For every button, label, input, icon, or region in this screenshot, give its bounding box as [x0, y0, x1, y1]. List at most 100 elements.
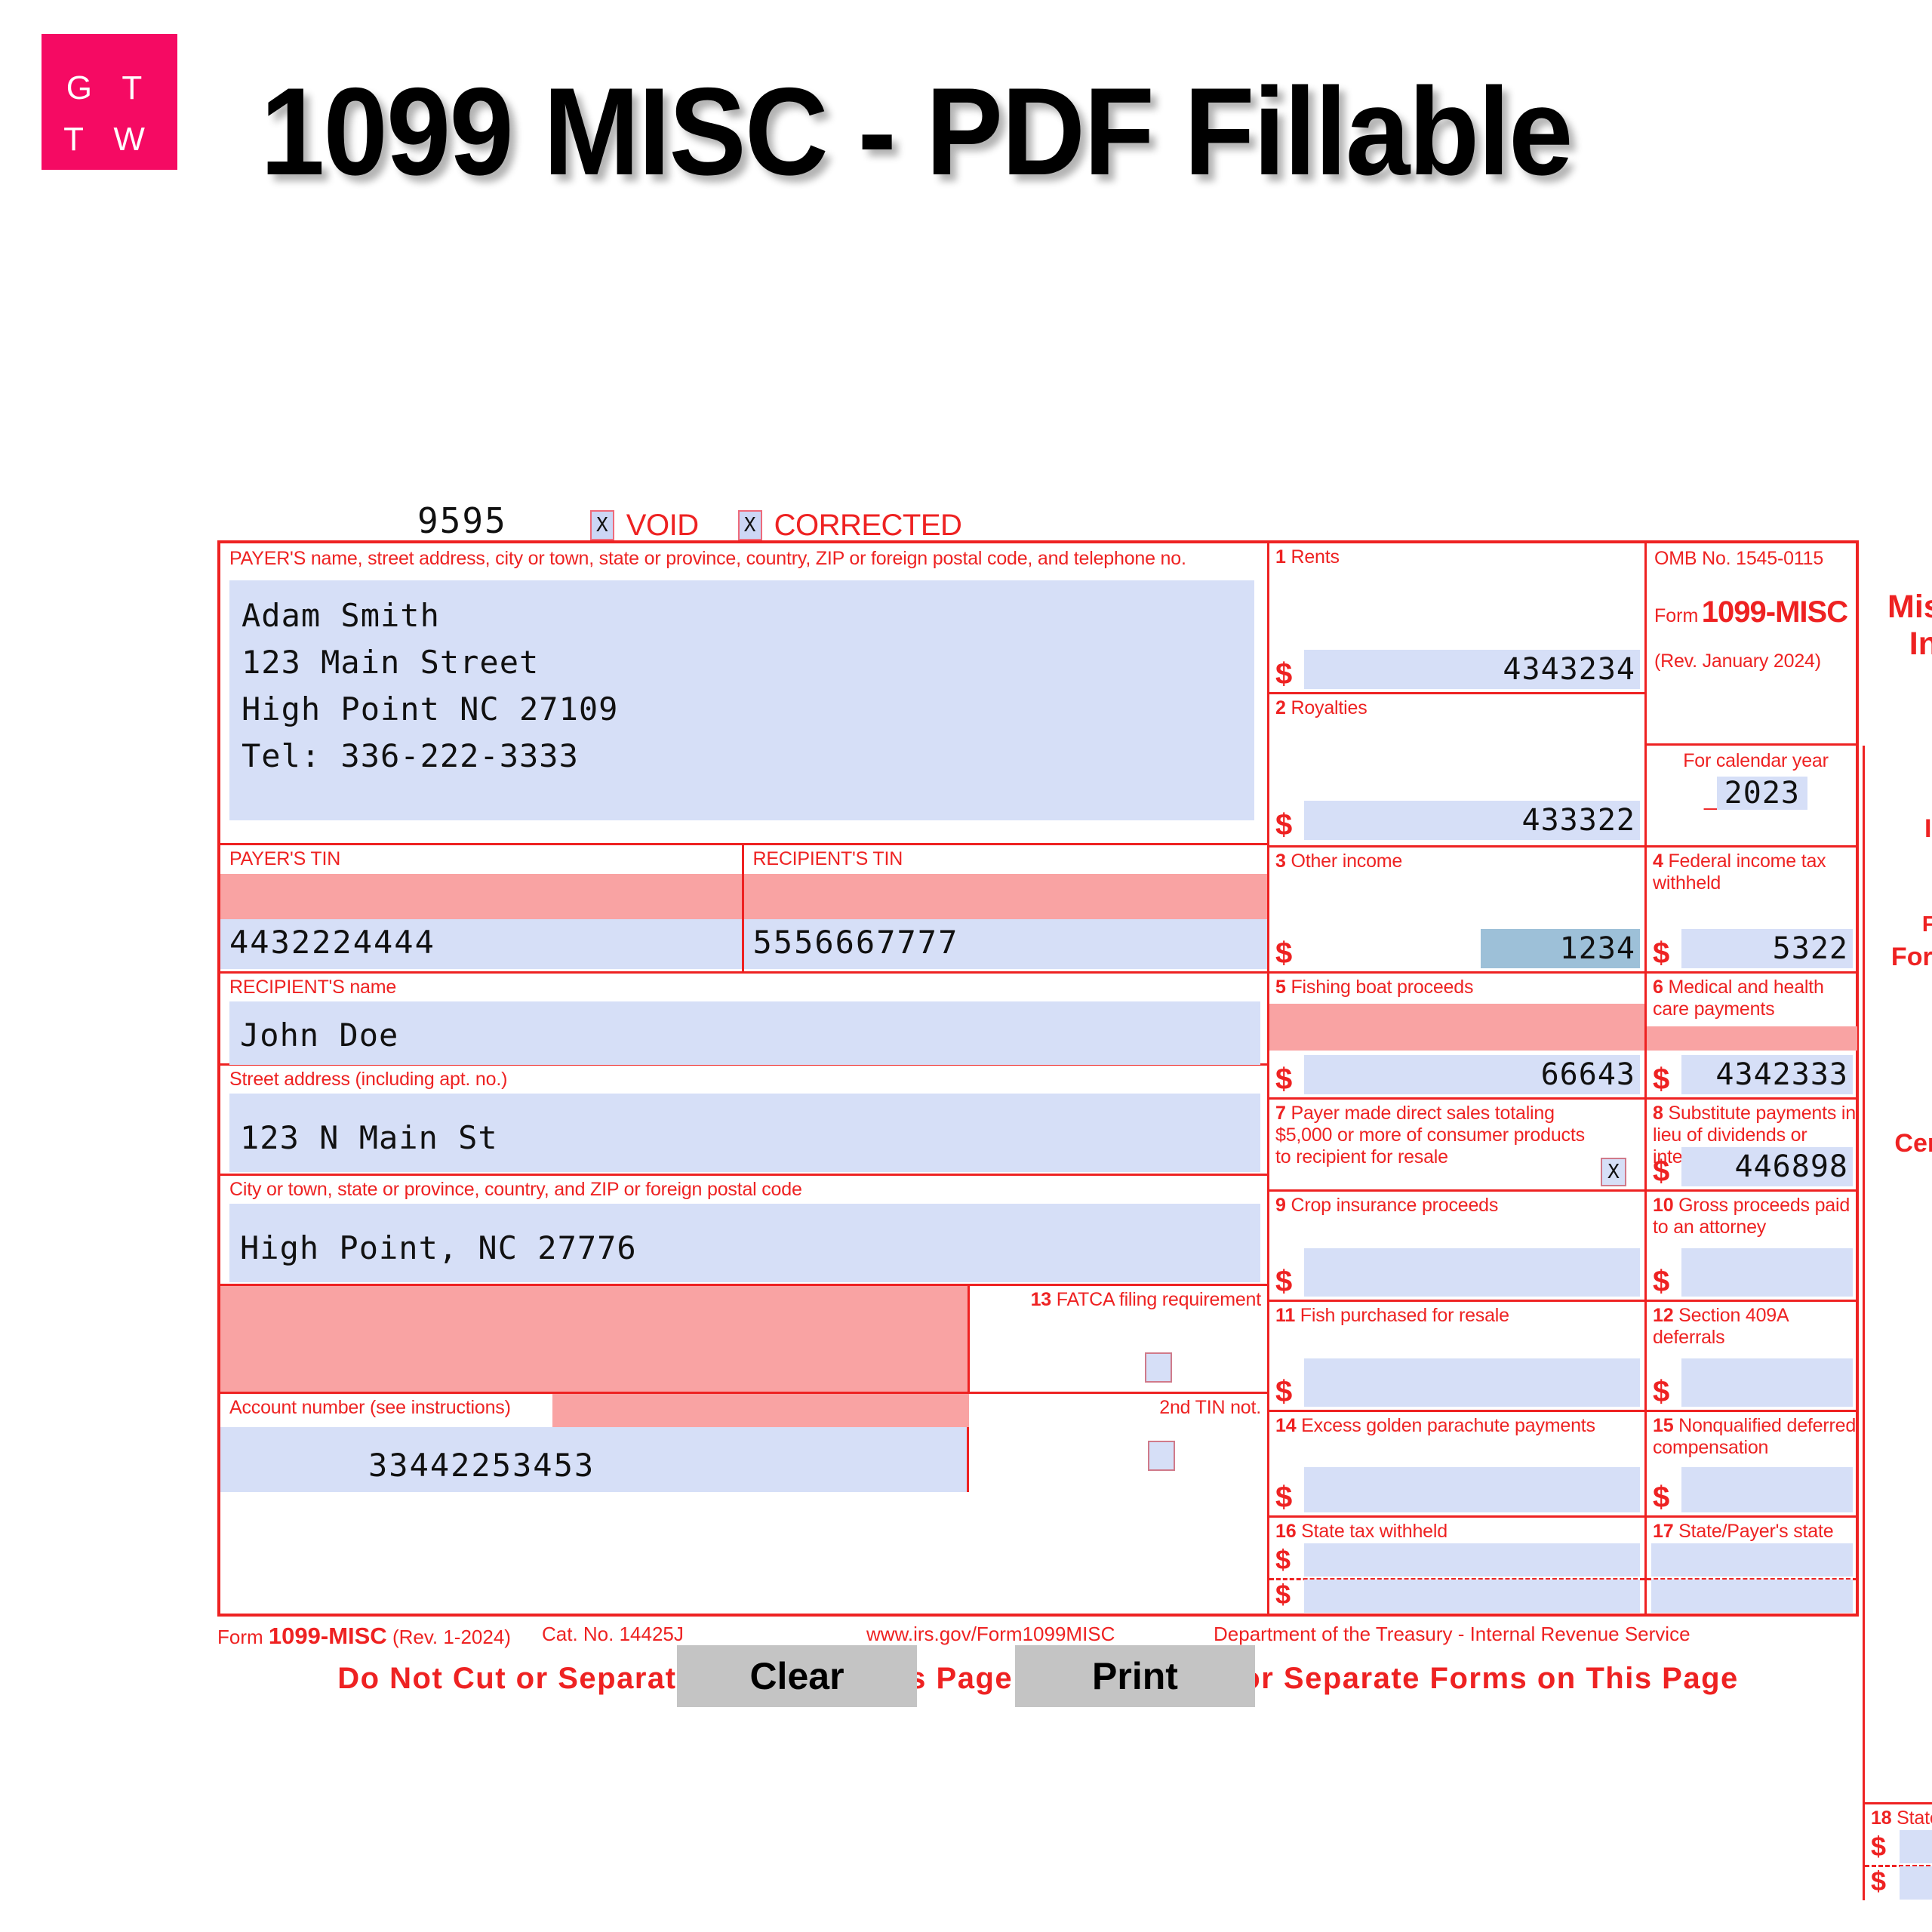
box-11-number: 11	[1275, 1305, 1296, 1326]
box-18-state-income: 18 State income $ $	[1863, 1802, 1932, 1900]
footer-department: Department of the Treasury - Internal Re…	[1214, 1623, 1690, 1645]
form-revision: (Rev. January 2024)	[1654, 651, 1821, 672]
box-15-nonqualified-deferred: 15 Nonqualified deferred compensation $	[1647, 1412, 1857, 1515]
box-3-field[interactable]: 1234	[1481, 929, 1640, 968]
box-4-number: 4	[1653, 851, 1663, 872]
recipient-name-field[interactable]: John Doe	[229, 1001, 1260, 1065]
right-row-e: 9 Crop insurance proceeds $ 10 Gross pro…	[1269, 1189, 1857, 1300]
box-16-field-b[interactable]	[1304, 1580, 1640, 1613]
page-header: G T T W 1099 MISC - PDF Fillable	[0, 0, 1932, 257]
void-checkbox[interactable]: X	[589, 510, 614, 540]
box-1-label-text: Rents	[1291, 546, 1340, 568]
box-8-field[interactable]: 446898	[1681, 1147, 1853, 1186]
calendar-year-label: For calendar year	[1683, 750, 1829, 771]
payer-label: PAYER'S name, street address, city or to…	[229, 548, 1186, 569]
box-17-field-a[interactable]	[1651, 1543, 1853, 1577]
box-7-checkbox[interactable]: X	[1601, 1158, 1626, 1186]
box-9-field[interactable]	[1304, 1248, 1640, 1297]
payer-tin-cell: PAYER'S TIN 4432224444	[220, 845, 744, 971]
right-row-g: 14 Excess golden parachute payments $ 15…	[1269, 1410, 1857, 1515]
brand-logo: G T T W	[42, 34, 177, 170]
box-16-label: 16 State tax withheld	[1275, 1521, 1644, 1543]
box-5-field[interactable]: 66643	[1304, 1055, 1640, 1094]
footer-cat-no: Cat. No. 14425J	[542, 1623, 684, 1645]
box-9-label: 9 Crop insurance proceeds	[1275, 1195, 1644, 1217]
corrected-checkbox-group[interactable]: X CORRECTED	[737, 510, 962, 540]
box-10-label-text: Gross proceeds paid to an attorney	[1653, 1195, 1850, 1238]
form-name-line: Form 1099-MISC	[1654, 595, 1857, 629]
box-15-field[interactable]	[1681, 1467, 1853, 1512]
box-4-dollar-sign: $	[1653, 937, 1670, 970]
box-16-state-tax-withheld: 16 State tax withheld $ $	[1269, 1518, 1647, 1614]
box-17-number: 17	[1653, 1521, 1674, 1542]
clear-button[interactable]: Clear	[677, 1645, 917, 1707]
right-row-b: 3 Other income $ 1234 4 Federal income t…	[1269, 845, 1857, 971]
box-8-number: 8	[1653, 1103, 1663, 1124]
box-4-field[interactable]: 5322	[1681, 929, 1853, 968]
form-right-column: 1 Rents $ 4343234 2 Royalties $ 433322 O…	[1269, 543, 1932, 1900]
logo-line-2: T W	[63, 121, 155, 158]
box-16-label-text: State tax withheld	[1301, 1521, 1447, 1542]
recipient-tin-field[interactable]: 5556667777	[743, 919, 1267, 969]
fatca-box-number: 13	[1030, 1289, 1052, 1310]
box-11-fish-purchased: 11 Fish purchased for resale $	[1269, 1302, 1647, 1410]
fatca-label: 13 FATCA filing requirement	[976, 1289, 1262, 1311]
logo-line-1: G T	[66, 69, 153, 106]
box-18-number: 18	[1871, 1807, 1892, 1829]
print-button[interactable]: Print	[1015, 1645, 1255, 1707]
city-state-zip-label: City or town, state or province, country…	[229, 1179, 802, 1200]
box-18-divider	[1865, 1865, 1932, 1867]
account-number-label: Account number (see instructions)	[229, 1397, 511, 1418]
calendar-year-field[interactable]: 2023	[1716, 777, 1807, 810]
box-18-label: 18 State income	[1871, 1807, 1932, 1829]
box-12-number: 12	[1653, 1305, 1674, 1326]
recipient-name-label: RECIPIENT'S name	[229, 977, 397, 998]
box-9-crop-insurance: 9 Crop insurance proceeds $	[1269, 1192, 1647, 1300]
payer-tin-field[interactable]: 4432224444	[220, 919, 742, 969]
box-3-other-income: 3 Other income $ 1234	[1269, 848, 1647, 971]
box-12-dollar-sign: $	[1653, 1375, 1670, 1408]
right-row-f: 11 Fish purchased for resale $ 12 Sectio…	[1269, 1300, 1857, 1410]
box-15-number: 15	[1653, 1415, 1674, 1436]
omb-block: OMB No. 1545-0115 Form 1099-MISC (Rev. J…	[1647, 543, 1857, 746]
box-18-field-a[interactable]	[1900, 1830, 1932, 1863]
box-14-golden-parachute: 14 Excess golden parachute payments $	[1269, 1412, 1647, 1515]
omb-info-column: OMB No. 1545-0115 Form 1099-MISC (Rev. J…	[1647, 543, 1857, 845]
footer-url[interactable]: www.irs.gov/Form1099MISC	[866, 1623, 1115, 1645]
second-tin-checkbox[interactable]	[1148, 1441, 1175, 1471]
box-11-field[interactable]	[1304, 1358, 1640, 1407]
box-14-field[interactable]	[1304, 1467, 1640, 1512]
street-address-field[interactable]: 123 N Main St	[229, 1094, 1260, 1172]
recipient-name-row: RECIPIENT'S name John Doe	[220, 974, 1267, 1066]
box-18-label-text: State income	[1897, 1807, 1932, 1829]
box-1-field[interactable]: 4343234	[1304, 650, 1640, 689]
right-row-c: 5 Fishing boat proceeds $ 66643 6 Medica…	[1269, 971, 1857, 1097]
city-state-zip-field[interactable]: High Point, NC 27776	[229, 1204, 1260, 1282]
payer-address-field[interactable]: Adam Smith 123 Main Street High Point NC…	[229, 580, 1254, 820]
misc-title-line-1: Miscellaneous	[1887, 589, 1932, 625]
box-6-medical-payments: 6 Medical and health care payments $ 434…	[1647, 974, 1857, 1097]
box-8-label: 8 Substitute payments in lieu of dividen…	[1653, 1103, 1857, 1168]
box-2-field[interactable]: 433322	[1304, 801, 1640, 840]
box-14-number: 14	[1275, 1415, 1297, 1436]
form-word: Form	[1654, 605, 1699, 626]
box-6-number: 6	[1653, 977, 1663, 998]
calendar-year-row: _ 2023	[1654, 777, 1857, 810]
box-4-federal-tax-withheld: 4 Federal income tax withheld $ 5322	[1647, 848, 1857, 971]
fatca-checkbox[interactable]	[1145, 1352, 1172, 1383]
box-5-dollar-sign: $	[1275, 1063, 1293, 1096]
account-number-field[interactable]: 33442253453	[220, 1427, 967, 1492]
corrected-checkbox[interactable]: X	[737, 510, 762, 540]
box-16-field-a[interactable]	[1304, 1543, 1640, 1577]
page-title: 1099 MISC - PDF Fillable	[260, 62, 1573, 201]
box-12-field[interactable]	[1681, 1358, 1853, 1407]
box-18-field-b[interactable]	[1900, 1866, 1932, 1900]
form-top-row: 9595 X VOID X CORRECTED	[217, 498, 1859, 540]
box-18-dollar-sign-b: $	[1871, 1866, 1887, 1897]
box-15-label: 15 Nonqualified deferred compensation	[1653, 1415, 1857, 1459]
box-17-field-b[interactable]	[1651, 1580, 1853, 1613]
void-checkbox-group[interactable]: X VOID	[589, 510, 699, 540]
box-6-field[interactable]: 4342333	[1681, 1055, 1853, 1094]
box-10-field[interactable]	[1681, 1248, 1853, 1297]
privacy-notice: For Privacy Act and Paperwork Reduction …	[1890, 943, 1932, 1158]
